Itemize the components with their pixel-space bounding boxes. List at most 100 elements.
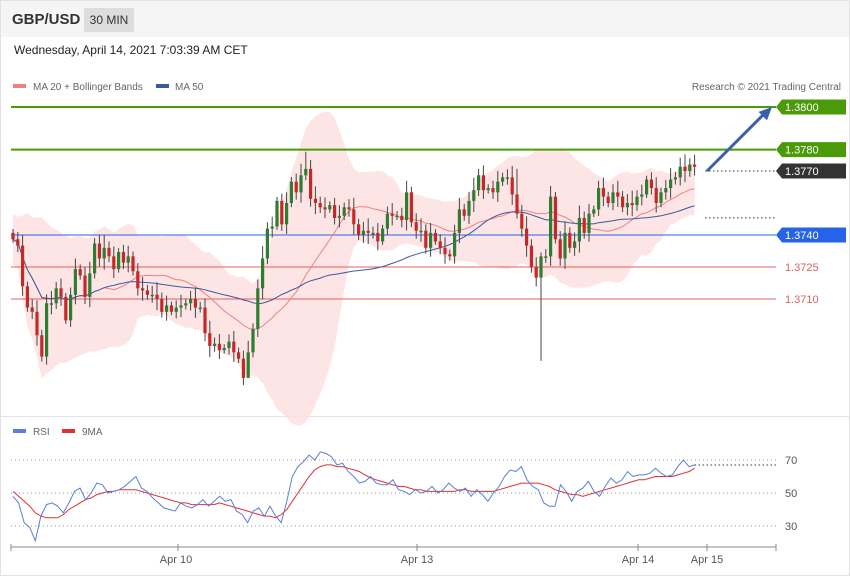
candle [337, 205, 341, 228]
candle-body [342, 207, 346, 216]
resistance-level-tag: 1.3780 [776, 142, 846, 158]
candle-body [97, 243, 101, 259]
main-legend: MA 20 + Bollinger Bands MA 50 Research ©… [13, 82, 841, 93]
candle [534, 257, 538, 287]
candle [645, 175, 649, 198]
candle [563, 221, 567, 269]
candle-body [635, 196, 639, 206]
candle-body [251, 328, 255, 353]
candle-body [54, 288, 58, 304]
candle [97, 234, 101, 267]
rsi-grid: 30 50 70 [11, 455, 797, 533]
candle-body [616, 192, 620, 197]
candle-body [645, 179, 649, 195]
ma50-legend-label: MA 50 [175, 82, 204, 93]
candle-body [424, 230, 428, 248]
candle [145, 284, 149, 300]
timeframe-button[interactable]: 30 MIN [84, 8, 134, 32]
candle [59, 278, 63, 306]
candle [678, 157, 682, 186]
bollinger-band [13, 111, 695, 426]
candle-body [289, 181, 293, 204]
candle-body [222, 348, 226, 351]
resistance-level-tag-shape [776, 142, 846, 158]
candle-body [285, 203, 289, 225]
candle [453, 224, 457, 264]
rsi-tick-label: 30 [785, 521, 797, 533]
candle [136, 263, 140, 296]
candle [169, 301, 173, 316]
candle [625, 194, 629, 216]
candle [299, 163, 303, 203]
candle-body [558, 239, 562, 259]
candle-body [88, 273, 92, 297]
candle [203, 298, 207, 342]
rsi-ma-legend-swatch [62, 429, 75, 433]
candle-body [390, 213, 394, 216]
candle [69, 287, 73, 327]
candle [448, 249, 452, 261]
rsi-tick-label: 50 [785, 488, 797, 500]
candle-body [35, 311, 39, 336]
candle-body [573, 241, 577, 248]
candle-body [241, 358, 245, 378]
candle-body [265, 228, 269, 259]
candle-body [486, 188, 490, 191]
candle-body [496, 181, 500, 193]
candle [35, 300, 39, 346]
candle-body [299, 175, 303, 193]
candle [213, 337, 217, 352]
candle-body [366, 230, 370, 233]
candle-body [25, 286, 29, 308]
candle-body [145, 290, 149, 295]
candle [424, 224, 428, 254]
candle [357, 218, 361, 240]
candle [457, 197, 461, 244]
candle-body [64, 296, 68, 321]
candle [318, 196, 322, 214]
ma50-legend-swatch [156, 84, 169, 88]
candle [280, 193, 284, 231]
candle [141, 276, 145, 301]
candle-body [525, 228, 529, 246]
candle [606, 191, 610, 208]
candle-body [102, 247, 106, 259]
candle-body [597, 188, 601, 210]
candle [491, 180, 495, 199]
candle-body [246, 352, 250, 378]
rsi-ma-line [12, 464, 695, 519]
candle [582, 211, 586, 239]
candle-body [563, 232, 567, 259]
candle-body [601, 188, 605, 197]
candle-body [400, 215, 404, 221]
candle [54, 281, 58, 310]
candle [83, 267, 87, 305]
candle [381, 224, 385, 245]
candle-body [611, 192, 615, 204]
candle [256, 279, 260, 337]
candle [150, 285, 154, 303]
candle [251, 323, 255, 358]
candle-body [357, 224, 361, 235]
candle-body [520, 213, 524, 229]
candle-body [333, 205, 337, 218]
candle-body [429, 232, 433, 248]
candle-body [117, 252, 121, 270]
candle-body [69, 294, 73, 321]
candle [112, 246, 116, 278]
current-level-tag: 1.3770 [776, 163, 846, 179]
candle-body [136, 271, 140, 289]
support-level-label: 1.3710 [785, 294, 819, 306]
candle-body [141, 288, 145, 291]
candle [429, 223, 433, 257]
pivot-level-label: 1.3740 [785, 230, 819, 242]
candle [549, 185, 553, 266]
candle [640, 184, 644, 206]
candle [659, 187, 663, 208]
candle-body [376, 232, 380, 242]
candle [472, 177, 476, 213]
candle [621, 191, 625, 213]
candle [462, 203, 466, 221]
candle [107, 241, 111, 263]
